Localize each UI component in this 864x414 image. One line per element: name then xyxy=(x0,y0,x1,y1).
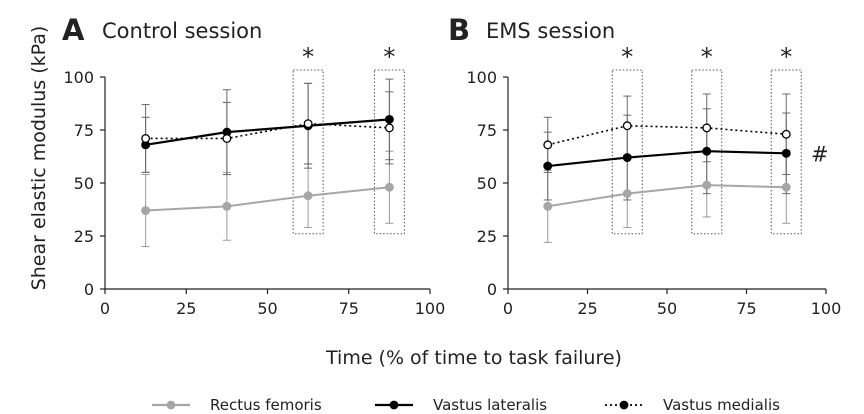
y-tick-label: 75 xyxy=(74,121,94,140)
x-tick-label: 50 xyxy=(657,299,677,318)
data-point xyxy=(303,191,313,201)
x-tick-label: 25 xyxy=(577,299,597,318)
x-tick-label: 100 xyxy=(415,299,446,318)
significance-star: * xyxy=(302,43,314,71)
panel-b-letter: B xyxy=(448,13,470,47)
series-line xyxy=(547,124,787,146)
legend-label: Vastus medialis xyxy=(663,396,780,414)
significance-star: * xyxy=(383,43,395,71)
data-point xyxy=(781,129,791,139)
data-point xyxy=(702,123,712,133)
significance-star: * xyxy=(780,43,792,71)
legend-marker xyxy=(389,400,399,410)
y-tick-label: 100 xyxy=(466,68,497,87)
x-tick-label: 0 xyxy=(503,299,513,318)
x-axis-title: Time (% of time to task failure) xyxy=(325,347,622,369)
x-tick-label: 50 xyxy=(257,299,277,318)
data-point xyxy=(384,182,394,192)
data-point xyxy=(702,146,712,156)
y-tick-label: 0 xyxy=(487,280,497,299)
y-axis-title: Shear elastic modulus (kPa) xyxy=(28,26,50,291)
data-point xyxy=(141,134,151,143)
data-point xyxy=(384,114,394,124)
legend: Rectus femoris Vastus lateralis Vastus med… xyxy=(152,396,780,414)
data-point xyxy=(622,153,632,163)
y-tick-label: 25 xyxy=(477,227,497,246)
legend-label: Vastus lateralis xyxy=(433,396,547,414)
significance-box xyxy=(373,69,405,235)
data-point xyxy=(543,161,553,171)
y-tick-label: 75 xyxy=(477,121,497,140)
panel-a-title: Control session xyxy=(102,19,262,43)
series-line xyxy=(145,122,390,140)
significance-box xyxy=(292,69,324,235)
data-point xyxy=(622,121,632,131)
x-tick-label: 100 xyxy=(811,299,842,318)
data-point xyxy=(222,201,232,211)
x-tick-label: 75 xyxy=(736,299,756,318)
panel-b-plot: 0 25 50 75 100 0 25 50 75 100 * * * # xyxy=(466,43,841,318)
panel-a-letter: A xyxy=(62,13,85,47)
y-tick-label: 50 xyxy=(74,174,94,193)
data-point xyxy=(543,140,553,150)
data-point xyxy=(222,134,232,143)
panel-b-title: EMS session xyxy=(486,19,615,43)
legend-marker xyxy=(166,400,176,410)
x-tick-label: 25 xyxy=(176,299,196,318)
series-line xyxy=(145,186,390,212)
side-marker: # xyxy=(811,142,829,166)
x-tick-label: 75 xyxy=(339,299,359,318)
data-point xyxy=(781,148,791,158)
series-line xyxy=(145,118,390,146)
series-line xyxy=(547,184,787,208)
y-tick-label: 25 xyxy=(74,227,94,246)
series-line xyxy=(547,150,787,168)
data-point xyxy=(622,189,632,199)
y-tick-label: 50 xyxy=(477,174,497,193)
significance-star: * xyxy=(621,43,633,71)
data-point xyxy=(781,182,791,192)
x-tick-label: 0 xyxy=(100,299,110,318)
legend-label: Rectus femoris xyxy=(210,396,322,414)
significance-star: * xyxy=(701,43,713,71)
data-point xyxy=(702,180,712,190)
data-point xyxy=(384,123,394,133)
data-point xyxy=(141,206,151,216)
significance-box xyxy=(611,69,643,235)
legend-marker xyxy=(619,400,629,410)
y-tick-label: 100 xyxy=(63,68,94,87)
data-point xyxy=(303,119,313,129)
data-point xyxy=(543,201,553,211)
y-tick-label: 0 xyxy=(84,280,94,299)
panel-a-plot: 0 25 50 75 100 0 25 50 75 100 * * xyxy=(63,43,445,318)
